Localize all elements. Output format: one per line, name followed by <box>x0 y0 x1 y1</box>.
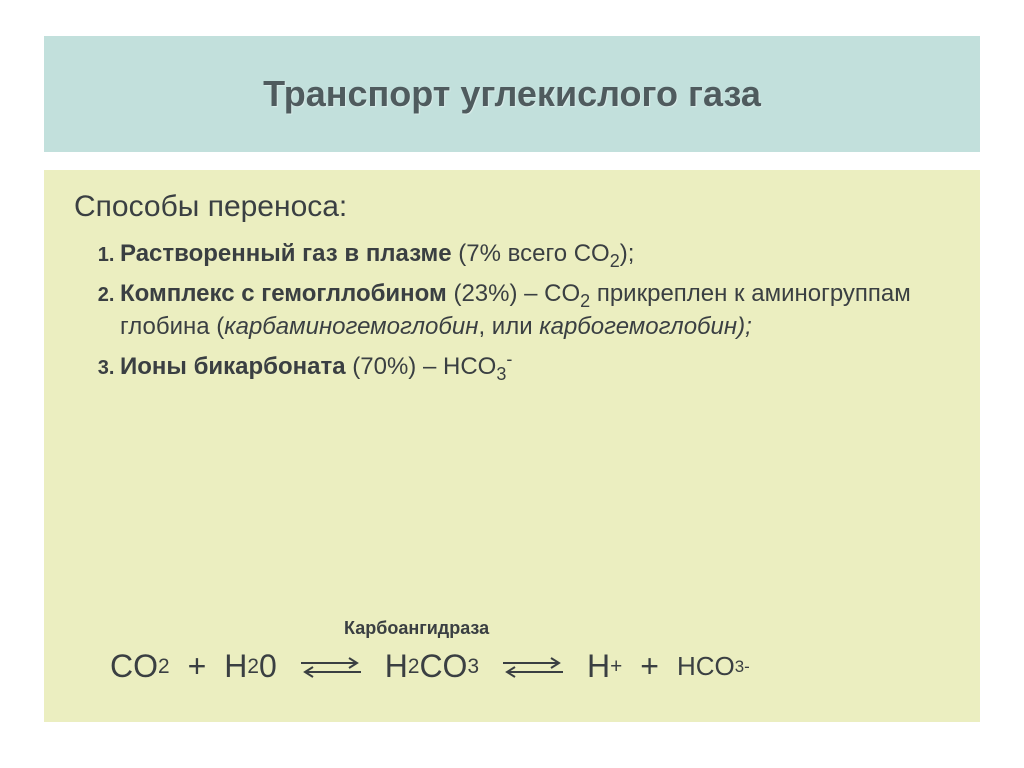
page-title: Транспорт углекислого газа <box>263 73 761 115</box>
subscript: 2 <box>580 291 590 311</box>
subscript: 2 <box>158 655 170 679</box>
eq-text: CO <box>419 648 467 685</box>
eq-text: H <box>385 648 408 685</box>
item-text: (23%) – CO <box>447 280 580 307</box>
item-italic: карбогемоглобин); <box>539 313 751 340</box>
item-bold: Растворенный газ в плазме <box>120 240 452 267</box>
plus-sign: + <box>188 648 207 685</box>
list-item: Комплекс с гемогллобином (23%) – CO2 при… <box>120 278 950 343</box>
item-italic: карбаминогемоглобин <box>224 313 478 340</box>
subscript: 2 <box>610 251 620 271</box>
eq-term: CO2 <box>110 648 170 685</box>
subscript: 3 <box>735 657 744 677</box>
subscript: 3 <box>467 655 479 679</box>
plus-sign: + <box>640 648 659 685</box>
item-text: ); <box>620 240 635 267</box>
eq-text: 0 <box>259 648 277 685</box>
content-area: Способы переноса: Растворенный газ в пла… <box>44 170 980 722</box>
eq-term: HCO3- <box>677 651 750 682</box>
subscript: 2 <box>408 655 420 679</box>
eq-term: H+ <box>587 648 622 685</box>
list-item: Растворенный газ в плазме (7% всего CO2)… <box>120 238 950 270</box>
item-bold: Комплекс с гемогллобином <box>120 280 447 307</box>
item-text: (7% всего CO <box>452 240 610 267</box>
subtitle: Способы переноса: <box>74 190 950 224</box>
methods-list: Растворенный газ в плазме (7% всего CO2)… <box>120 238 950 384</box>
superscript: - <box>744 657 750 677</box>
equilibrium-arrow-icon <box>501 656 565 678</box>
item-bold: Ионы бикарбоната <box>120 353 346 380</box>
item-text: , или <box>478 313 539 340</box>
equilibrium-arrow-icon <box>299 656 363 678</box>
eq-text: HCO <box>677 651 735 682</box>
title-band: Транспорт углекислого газа <box>44 36 980 152</box>
eq-text: H <box>224 648 247 685</box>
enzyme-label: Карбоангидраза <box>344 618 489 639</box>
subscript: 3 <box>496 364 506 384</box>
eq-term: H2CO3 <box>385 648 479 685</box>
subscript: 2 <box>247 655 259 679</box>
list-item: Ионы бикарбоната (70%) – HCO3- <box>120 351 950 383</box>
item-text: (70%) – HCO <box>346 353 497 380</box>
eq-term: H20 <box>224 648 276 685</box>
eq-text: H <box>587 648 610 685</box>
chemical-equation: CO2 + H20 H2CO3 <box>104 648 1024 685</box>
superscript: + <box>610 655 622 679</box>
eq-text: CO <box>110 648 158 685</box>
superscript: - <box>506 349 512 369</box>
slide: Транспорт углекислого газа Способы перен… <box>0 0 1024 768</box>
